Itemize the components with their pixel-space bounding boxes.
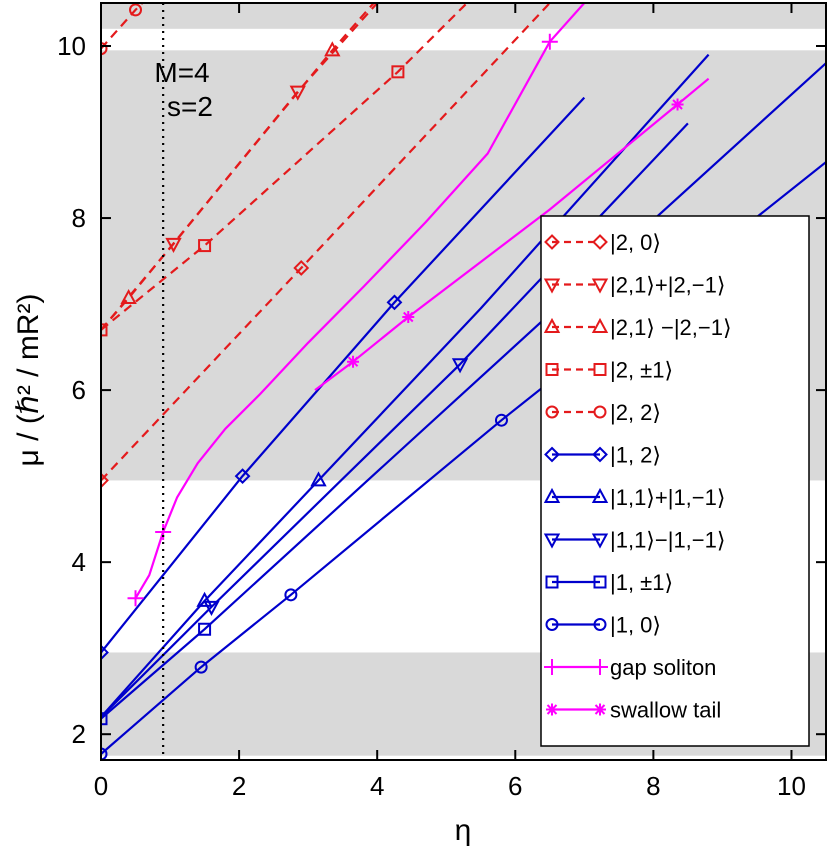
legend-items: |2, 0⟩ |2,1⟩+|2,−1⟩ |2,1⟩ −|2,−1⟩ |2, ±1⟩ |2… [543,230,732,723]
y-tick-label: 6 [72,375,86,405]
legend-label-1-2: |1, 2⟩ [610,443,661,468]
legend-marker-swallow-tail [546,703,558,716]
legend-marker-2-0 [592,234,608,250]
legend-marker-2-1-2-1 [591,278,609,294]
y-tick-label: 4 [72,547,86,577]
marker-gap-soliton [127,590,144,607]
legend: |2, 0⟩ |2,1⟩+|2,−1⟩ |2,1⟩ −|2,−1⟩ |2, ±1⟩ |2… [540,215,810,747]
marker-swallow-tail [347,355,360,368]
marker-1-1-1-1 [203,600,220,616]
marker-2-2 [129,3,143,17]
marker-2-0 [101,472,109,489]
x-tick-label: 0 [94,771,108,801]
marker-1-1-1-1 [196,591,213,607]
marker-1-0 [101,747,108,760]
annotation-m: M=4 [154,57,209,88]
legend-marker-1-1-1-1 [591,533,609,549]
x-tick-label: 10 [777,771,806,801]
series-line-1-1 [101,62,826,720]
legend-marker-2-2 [545,405,559,419]
marker-1-2 [386,294,403,311]
marker-1-1 [101,712,108,726]
marker-2-0 [293,260,310,276]
y-axis-label: μ / (ℏ² / mR²) [12,294,45,467]
marker-2-2 [101,42,108,56]
legend-label-swallow-tail: swallow tail [610,698,721,723]
legend-marker-2-1 [593,363,607,376]
marker-1-0 [194,660,208,674]
marker-1-1 [198,622,212,636]
legend-marker-gap-soliton [592,659,608,675]
legend-label-2-2: |2, 2⟩ [610,400,661,425]
legend-marker-2-0 [544,234,560,250]
legend-label-2-0: |2, 0⟩ [610,230,661,255]
series-line-2-2 [101,3,144,50]
legend-marker-swallow-tail [594,703,606,716]
marker-2-1 [391,65,405,79]
legend-label-2-1-2-1: |2,1⟩ −|2,−1⟩ [610,315,732,340]
legend-label-1-0: |1, 0⟩ [610,613,661,638]
y-tick-label: 10 [57,31,86,61]
marker-2-1-2-1 [289,85,306,101]
series-line-2-1-2-1 [101,3,375,331]
x-axis: 0 2 4 6 8 10 [94,3,806,801]
series-markers [101,3,684,760]
x-tick-label: 2 [232,771,246,801]
legend-marker-1-2 [544,446,560,463]
plot-frame [100,2,827,761]
y-axis: 2 4 6 8 10 [57,31,826,749]
x-axis-label: η [455,814,472,847]
series-line-2-1 [101,3,468,331]
annotation-s: s=2 [167,91,213,122]
legend-marker-2-1 [545,363,559,376]
legend-marker-1-1-1-1 [543,487,561,503]
legend-label-2-1-2-1: |2,1⟩+|2,−1⟩ [610,273,725,298]
legend-marker-gap-soliton [544,659,560,675]
marker-gap-soliton [155,524,172,541]
y-tick-label: 2 [72,719,86,749]
marker-2-1 [198,239,212,253]
legend-marker-1-2 [592,446,608,463]
marker-1-1-1-1 [310,471,327,487]
legend-marker-1-1 [545,575,559,589]
series-line-swallow-tail [314,77,710,391]
marker-swallow-tail [671,98,684,111]
legend-marker-1-1-1-1 [591,487,609,503]
legend-label-gap-soliton: gap soliton [610,655,716,680]
x-tick-label: 6 [508,771,522,801]
marker-1-2 [234,468,251,485]
marker-2-1 [101,323,108,337]
marker-2-1-2-1 [120,288,137,305]
legend-marker-1-1 [593,575,607,589]
marker-1-0 [494,413,508,427]
marker-gap-soliton [541,33,558,50]
marker-2-1-2-1 [165,237,182,253]
marker-1-2 [101,644,109,661]
marker-1-1-1-1 [451,358,469,374]
legend-label-1-1: |1, ±1⟩ [610,570,673,595]
legend-marker-1-0 [545,618,559,631]
legend-marker-1-1-1-1 [543,533,561,549]
x-tick-label: 4 [370,771,384,801]
marker-1-0 [284,588,298,602]
series-line-2-0 [101,3,551,482]
legend-marker-2-1-2-1 [591,317,609,333]
legend-label-1-1-1-1: |1,1⟩−|1,−1⟩ [610,528,725,553]
series-line-1-2 [101,96,586,654]
legend-box [540,215,810,747]
legend-marker-1-0 [593,618,607,631]
legend-label-2-1: |2, ±1⟩ [610,358,673,383]
legend-label-1-1-1-1: |1,1⟩+|1,−1⟩ [610,485,725,510]
y-tick-label: 8 [72,203,86,233]
legend-marker-2-1-2-1 [543,317,561,333]
marker-swallow-tail [402,310,415,323]
legend-marker-2-2 [593,405,607,419]
legend-marker-2-1-2-1 [543,278,561,294]
x-tick-label: 8 [646,771,660,801]
marker-2-1-2-1 [324,41,341,57]
